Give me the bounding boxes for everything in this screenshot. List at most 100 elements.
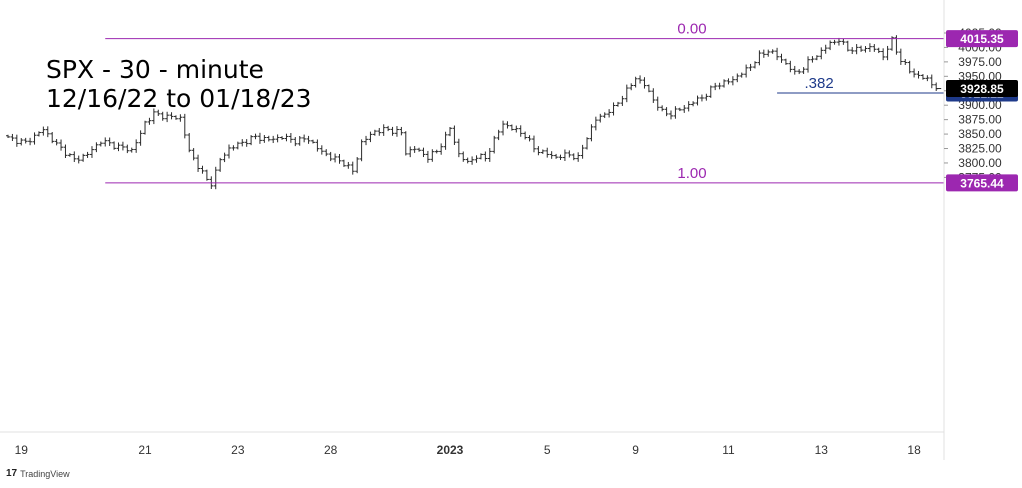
ohlc-bar [85,151,90,158]
ohlc-bar [204,169,209,181]
ohlc-bar [390,126,395,136]
ohlc-bar [54,138,59,146]
ohlc-bar [337,154,342,164]
ohlc-bar [89,146,94,158]
time-tick-label: 5 [544,443,551,457]
ohlc-bar [14,134,19,147]
ohlc-bar [200,165,205,174]
ohlc-bar [63,144,68,158]
ohlc-bar [328,151,333,162]
ohlc-bar [540,149,545,154]
ohlc-bar [191,148,196,161]
ohlc-bar [501,120,506,136]
ohlc-bar [408,146,413,158]
ohlc-bar [138,130,143,146]
ohlc-bar [514,125,519,133]
ohlc-bar [112,141,117,150]
ohlc-bar [399,126,404,136]
ohlc-bar [505,121,510,129]
ohlc-bar [651,88,656,103]
fib-1-price-tag[interactable]: 3765.44 [946,174,1018,192]
time-tick-label: 21 [138,443,152,457]
time-tick-label: 2023 [437,443,464,457]
ohlc-bar [257,132,262,144]
ohlc-bar [496,129,501,141]
ohlc-bar [673,106,678,119]
ohlc-bar [227,144,231,159]
ohlc-bar [872,44,877,52]
ohlc-bar [867,43,872,52]
ohlc-bar [686,101,691,112]
ohlc-bar [863,46,868,53]
ohlc-bar [381,124,386,136]
ohlc-bar [125,144,130,154]
ohlc-bar [633,76,638,88]
ohlc-bar [368,131,373,143]
ohlc-bar [620,95,625,106]
ohlc-bar [854,44,859,55]
ohlc-bar [240,139,245,147]
fib-1-label: 1.00 [677,165,706,182]
tradingview-logo[interactable]: 17 TradingView [6,468,70,479]
ohlc-bar [222,152,227,163]
ohlc-bar [841,38,846,45]
ohlc-bar [549,151,554,159]
ohlc-bar [483,151,488,162]
ohlc-bar [744,64,749,78]
tradingview-brand-text: TradingView [20,468,70,479]
fib-0-label: 0.00 [677,21,706,38]
price-tick-label: 3875.00 [958,113,1002,127]
ohlc-bar [182,113,187,139]
ohlc-bar [98,141,103,147]
ohlc-bar [624,84,629,103]
ohlc-bar [213,166,218,190]
ohlc-bar [355,157,360,174]
ohlc-bar [523,131,528,140]
ohlc-bar [231,145,236,151]
ohlc-bar [562,149,567,162]
ohlc-bar [41,126,46,136]
time-tick-label: 13 [815,443,829,457]
ohlc-bar [655,96,660,111]
ohlc-bar [430,149,435,162]
time-tick-label: 9 [632,443,639,457]
ohlc-bar [669,110,673,120]
ohlc-bar [607,109,612,118]
ohlc-bar [775,47,780,61]
ohlc-bar [253,133,258,140]
ohlc-bar [518,125,523,137]
ohlc-bar [94,142,99,153]
ohlc-bar [425,150,430,163]
ohlc-bar [28,137,33,146]
time-axis[interactable]: 19 21 23 28 2023 5 9 11 13 18 [0,431,944,457]
ohlc-bar [333,153,338,163]
ohlc-bar [726,78,731,85]
price-tick-label: 3825.00 [958,142,1002,156]
ohlc-bar [36,131,41,137]
ohlc-bar [850,47,855,55]
ohlc-bar [757,50,762,66]
ohlc-bar [143,120,148,135]
ohlc-bar [677,107,682,112]
ohlc-bar [165,111,170,123]
ohlc-bar [129,147,134,153]
ohlc-bar [699,94,704,102]
last-price-tag[interactable]: 3928.85 [946,80,1018,98]
ohlc-bar [545,147,550,158]
ohlc-bar [717,82,722,90]
ohlc-bar [554,153,559,159]
ohlc-bar [704,93,709,101]
ohlc-bar [315,139,320,152]
ohlc-bar [810,56,815,63]
ohlc-bar [527,135,532,142]
ohlc-bar [196,154,201,172]
ohlc-bar [925,75,930,82]
ohlc-bars [6,35,942,190]
ohlc-bar [116,142,121,152]
ohlc-bar [302,134,307,143]
ohlc-bar [934,82,939,91]
price-axis[interactable]: 3775.003800.003825.003850.003875.003900.… [943,0,1018,460]
ohlc-bar [412,146,417,153]
fib-0-price-tag[interactable]: 4015.35 [946,30,1018,48]
ohlc-bar [708,85,713,98]
